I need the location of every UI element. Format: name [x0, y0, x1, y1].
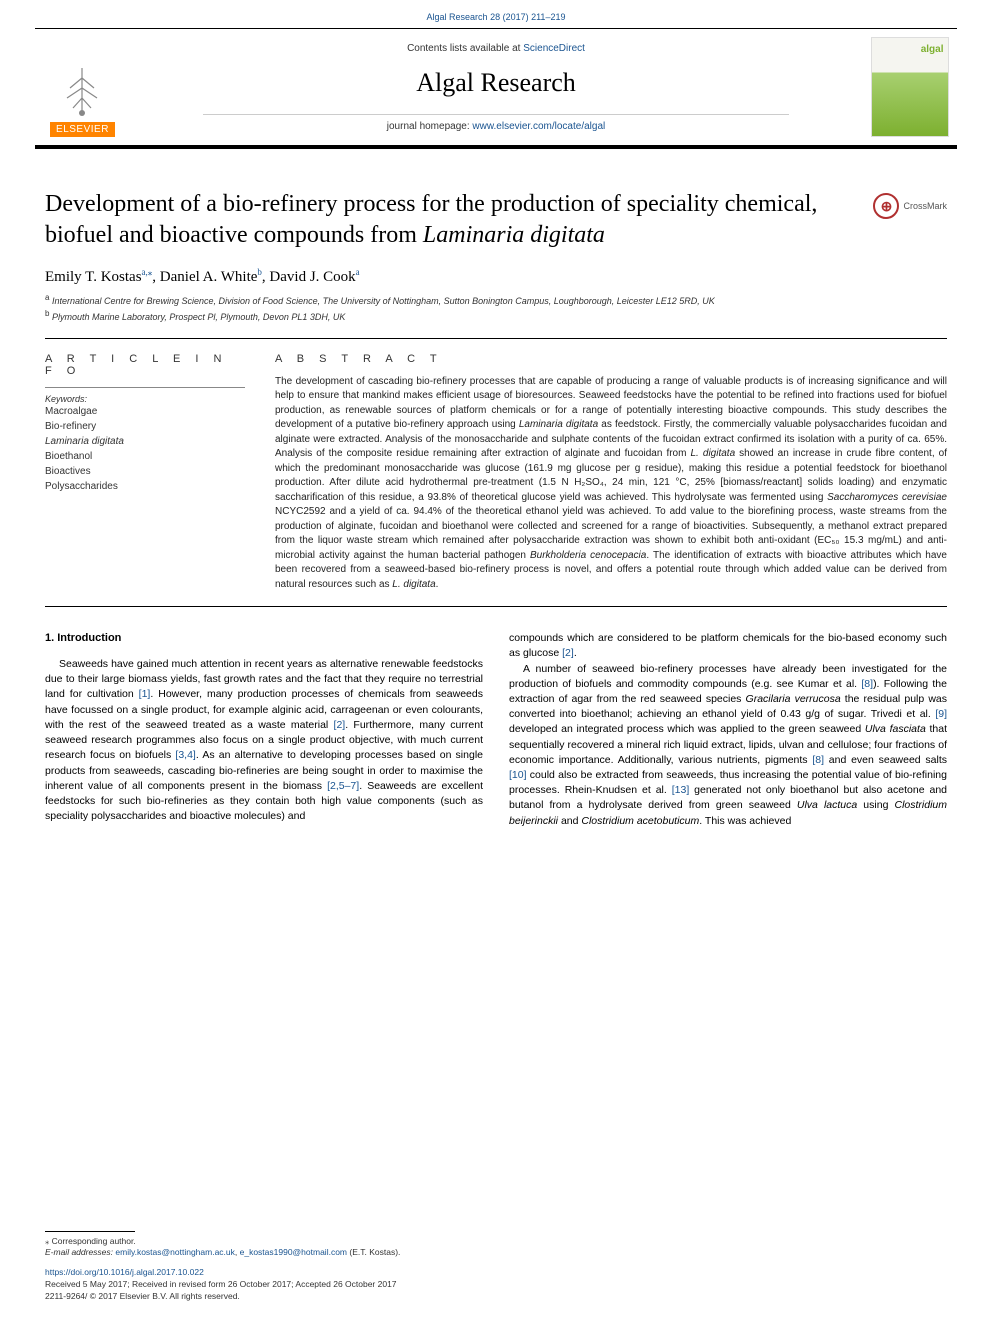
affiliation-b-text: Plymouth Marine Laboratory, Prospect Pl,… — [49, 312, 345, 322]
intro-para-right-2: A number of seaweed bio-refinery process… — [509, 662, 947, 829]
affiliation-a: a International Centre for Brewing Scien… — [45, 292, 947, 308]
homepage-link[interactable]: www.elsevier.com/locate/algal — [472, 121, 605, 132]
elsevier-tree-icon — [55, 63, 110, 118]
cover-logo-text: algal — [921, 44, 944, 55]
intro-para-right-1: compounds which are considered to be pla… — [509, 631, 947, 661]
ref-1[interactable]: [1] — [139, 688, 151, 700]
article-info-heading: A R T I C L E I N F O — [45, 353, 245, 377]
citation-link[interactable]: Algal Research 28 (2017) 211–219 — [427, 12, 566, 22]
abstract-heading: A B S T R A C T — [275, 353, 947, 365]
doi: https://doi.org/10.1016/j.algal.2017.10.… — [45, 1267, 947, 1279]
keyword-1: Macroalgae — [45, 404, 245, 419]
keywords-label: Keywords: — [45, 394, 245, 404]
ref-10[interactable]: [10] — [509, 769, 527, 781]
author-sep-1: , — [152, 269, 160, 285]
title-species: Laminaria digitata — [423, 222, 605, 248]
footer-divider — [45, 1231, 135, 1232]
body-column-right: compounds which are considered to be pla… — [509, 631, 947, 829]
keyword-6: Polysaccharides — [45, 479, 245, 494]
intro-para-left: Seaweeds have gained much attention in r… — [45, 657, 483, 824]
page-footer: ⁎ Corresponding author. E-mail addresses… — [45, 1231, 947, 1303]
introduction-heading: 1. Introduction — [45, 631, 483, 647]
email-addresses: E-mail addresses: emily.kostas@nottingha… — [45, 1247, 947, 1259]
contents-available: Contents lists available at ScienceDirec… — [407, 43, 585, 54]
citation-header: Algal Research 28 (2017) 211–219 — [0, 0, 992, 28]
author-3: David J. Cook — [269, 269, 355, 285]
cover-image: algal — [871, 37, 949, 137]
ref-2[interactable]: [2] — [334, 719, 346, 731]
abstract-column: A B S T R A C T The development of casca… — [275, 353, 947, 593]
crossmark-icon: ⊕ — [873, 193, 899, 219]
divider-top — [45, 338, 947, 339]
sciencedirect-link[interactable]: ScienceDirect — [523, 43, 585, 54]
keyword-2: Bio-refinery — [45, 419, 245, 434]
author-3-affiliation[interactable]: a — [356, 267, 360, 277]
divider-bottom — [45, 606, 947, 607]
journal-homepage: journal homepage: www.elsevier.com/locat… — [203, 114, 789, 132]
ref-3-4[interactable]: [3,4] — [175, 749, 195, 761]
homepage-prefix: journal homepage: — [387, 121, 473, 132]
keywords-divider — [45, 387, 245, 388]
email-1[interactable]: emily.kostas@nottingham.ac.uk — [115, 1247, 235, 1257]
keyword-5: Bioactives — [45, 464, 245, 479]
keyword-3: Laminaria digitata — [45, 434, 245, 449]
journal-masthead: ELSEVIER Contents lists available at Sci… — [35, 28, 957, 149]
abstract-text: The development of cascading bio-refiner… — [275, 375, 947, 593]
ref-8b[interactable]: [8] — [812, 754, 824, 766]
article-title: Development of a bio-refinery process fo… — [45, 189, 825, 251]
crossmark-label: CrossMark — [903, 201, 947, 211]
journal-cover: algal — [862, 29, 957, 145]
copyright: 2211-9264/ © 2017 Elsevier B.V. All righ… — [45, 1291, 947, 1303]
affiliation-a-text: International Centre for Brewing Science… — [49, 296, 714, 306]
contents-prefix: Contents lists available at — [407, 43, 523, 54]
article-dates: Received 5 May 2017; Received in revised… — [45, 1279, 947, 1291]
publisher-name: ELSEVIER — [50, 122, 115, 137]
author-list: Emily T. Kostasa,⁎, Daniel A. Whiteb, Da… — [45, 267, 947, 286]
doi-link[interactable]: https://doi.org/10.1016/j.algal.2017.10.… — [45, 1267, 204, 1277]
ref-2-5-7[interactable]: [2,5–7] — [327, 780, 359, 792]
author-2: Daniel A. White — [160, 269, 258, 285]
affiliations: a International Centre for Brewing Scien… — [45, 292, 947, 323]
ref-13[interactable]: [13] — [672, 784, 690, 796]
crossmark-badge[interactable]: ⊕ CrossMark — [873, 193, 947, 219]
masthead-center: Contents lists available at ScienceDirec… — [130, 29, 862, 145]
body-columns: 1. Introduction Seaweeds have gained muc… — [45, 631, 947, 829]
ref-2b[interactable]: [2] — [562, 647, 574, 659]
corresponding-author: ⁎ Corresponding author. — [45, 1236, 947, 1248]
email-2[interactable]: e_kostas1990@hotmail.com — [240, 1247, 347, 1257]
article-header: ⊕ CrossMark Development of a bio-refiner… — [45, 189, 947, 251]
info-abstract-row: A R T I C L E I N F O Keywords: Macroalg… — [45, 353, 947, 593]
journal-title: Algal Research — [416, 68, 576, 98]
keyword-4: Bioethanol — [45, 449, 245, 464]
ref-9[interactable]: [9] — [935, 708, 947, 720]
author-1: Emily T. Kostas — [45, 269, 142, 285]
affiliation-b: b Plymouth Marine Laboratory, Prospect P… — [45, 308, 947, 324]
ref-8[interactable]: [8] — [861, 678, 873, 690]
keywords-list: Macroalgae Bio-refinery Laminaria digita… — [45, 404, 245, 494]
publisher-logo: ELSEVIER — [35, 29, 130, 145]
article-info-column: A R T I C L E I N F O Keywords: Macroalg… — [45, 353, 245, 593]
body-column-left: 1. Introduction Seaweeds have gained muc… — [45, 631, 483, 829]
